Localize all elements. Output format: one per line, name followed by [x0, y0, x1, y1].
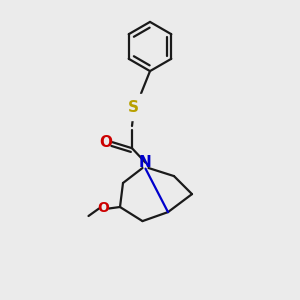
- Text: N: N: [139, 155, 152, 170]
- Text: O: O: [98, 202, 110, 215]
- Text: S: S: [128, 100, 139, 115]
- Text: O: O: [99, 135, 112, 150]
